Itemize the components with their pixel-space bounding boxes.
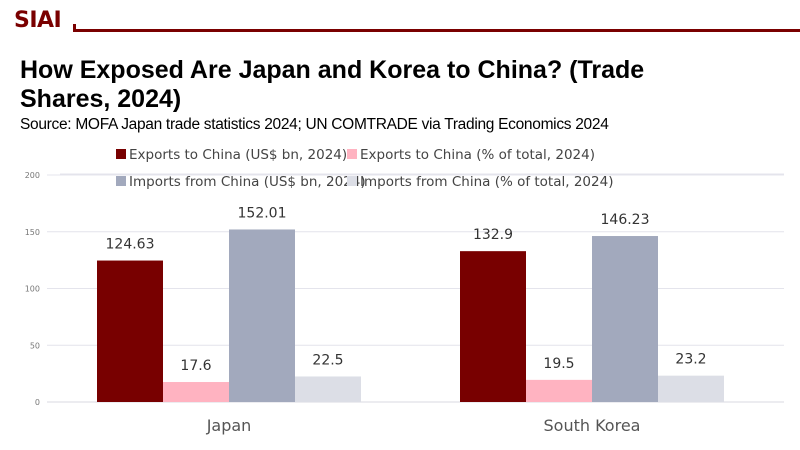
bar-japan-series-3: [295, 376, 361, 402]
data-labels: 124.63 17.6 152.01 22.5 132.9 19.5 146.23 23.2: [106, 205, 707, 374]
bar-japan-series-1: [163, 382, 229, 402]
legend-item: Exports to China (% of total, 2024): [347, 147, 595, 163]
y-tick-label: 200: [25, 171, 40, 180]
y-axis: 0 50 100 150 200: [25, 171, 40, 407]
bar-south-korea-series-1: [526, 379, 592, 402]
data-label: 124.63: [106, 237, 155, 253]
legend-swatch: [116, 149, 126, 159]
data-label: 146.23: [601, 212, 650, 228]
legend-label: Imports from China (% of total, 2024): [360, 174, 613, 190]
category-label: Japan: [206, 416, 252, 435]
bar-south-korea-series-2: [592, 236, 658, 402]
logo-rule-tick: [73, 24, 76, 32]
siai-logo: SIAI: [14, 8, 62, 33]
data-label: 17.6: [180, 358, 211, 374]
y-tick-label: 100: [25, 285, 40, 294]
chart-title: How Exposed Are Japan and Korea to China…: [20, 56, 645, 113]
legend-label: Exports to China (US$ bn, 2024): [129, 147, 347, 163]
y-tick-label: 50: [30, 341, 40, 350]
gridlines: [47, 174, 784, 403]
legend-label: Imports from China (US$ bn, 2024): [129, 174, 366, 190]
data-label: 152.01: [238, 205, 287, 221]
bar-south-korea-series-0: [460, 251, 526, 402]
legend-item: Imports from China (% of total, 2024): [347, 174, 613, 190]
legend-label: Exports to China (% of total, 2024): [360, 147, 595, 163]
legend-item: Exports to China (US$ bn, 2024): [116, 147, 347, 163]
legend: Exports to China (US$ bn, 2024) Exports t…: [60, 147, 784, 190]
legend-item: Imports from China (US$ bn, 2024): [116, 174, 366, 190]
data-label: 23.2: [675, 352, 706, 368]
y-tick-label: 0: [35, 398, 40, 407]
bar-south-korea-series-3: [658, 375, 724, 402]
chart-source: Source: MOFA Japan trade statistics 2024…: [20, 116, 609, 133]
x-axis: Japan South Korea: [206, 416, 641, 435]
data-label: 22.5: [312, 352, 343, 368]
bar-japan-series-2: [229, 229, 295, 402]
category-label: South Korea: [544, 416, 641, 435]
legend-swatch: [347, 176, 357, 186]
bar-japan-series-0: [97, 260, 163, 402]
bars: [97, 229, 724, 402]
logo-rule: [74, 29, 800, 32]
y-tick-label: 150: [25, 228, 40, 237]
legend-swatch: [116, 176, 126, 186]
data-label: 19.5: [543, 356, 574, 372]
legend-swatch: [347, 149, 357, 159]
data-label: 132.9: [473, 227, 513, 243]
